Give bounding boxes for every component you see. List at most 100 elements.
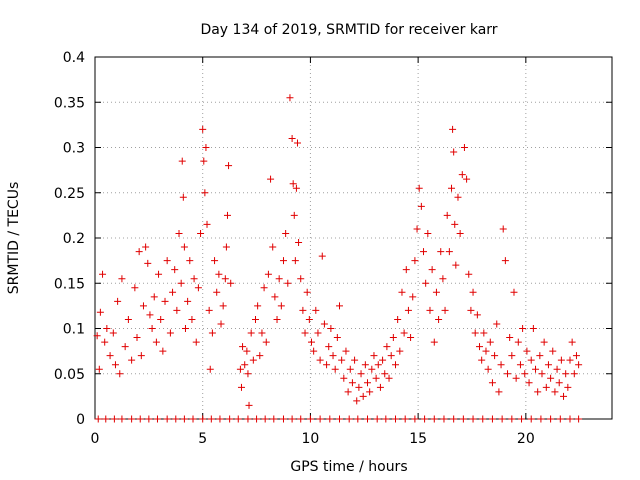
data-point (486, 338, 494, 346)
data-point (269, 243, 277, 251)
data-point (270, 415, 278, 423)
data-point (277, 302, 285, 310)
data-point (171, 266, 179, 274)
data-point (512, 374, 520, 382)
data-point (482, 347, 490, 355)
data-point (121, 343, 129, 351)
data-point (527, 415, 535, 423)
data-point (297, 275, 305, 283)
data-point (200, 157, 208, 165)
data-point (536, 352, 544, 360)
data-point (387, 352, 395, 360)
data-point (448, 184, 456, 192)
data-point (473, 311, 481, 319)
data-point (208, 329, 216, 337)
data-point (202, 144, 210, 151)
data-point (299, 306, 307, 314)
data-point (186, 257, 194, 265)
data-point (237, 383, 245, 391)
data-point (110, 415, 118, 423)
data-point (568, 338, 576, 346)
data-point (366, 388, 374, 396)
data-point (562, 370, 570, 378)
data-point (111, 361, 119, 369)
data-point (368, 365, 376, 373)
data-point (333, 334, 341, 342)
data-point (172, 415, 180, 423)
data-point (199, 125, 207, 133)
x-tick-label: 5 (198, 431, 207, 447)
data-point (451, 220, 459, 228)
data-point (251, 315, 259, 323)
data-point (575, 361, 583, 369)
data-point (424, 229, 432, 237)
data-point (199, 415, 207, 423)
data-point (203, 220, 211, 228)
data-point (264, 270, 272, 278)
data-point (205, 306, 213, 314)
data-point (497, 361, 505, 369)
data-point (284, 279, 292, 287)
data-point (504, 370, 512, 378)
data-point (373, 415, 381, 423)
data-point (355, 383, 363, 391)
data-point (501, 257, 509, 265)
data-point (547, 374, 555, 382)
data-point (236, 365, 244, 373)
data-point (495, 388, 503, 396)
data-point (458, 171, 466, 179)
data-point (404, 306, 412, 314)
data-point (109, 329, 117, 337)
data-point (465, 270, 473, 278)
data-point (426, 306, 434, 314)
data-point (295, 239, 303, 247)
data-point (303, 288, 311, 296)
data-point (118, 415, 126, 423)
data-point (102, 415, 110, 423)
data-point (379, 356, 387, 364)
data-point (180, 243, 188, 251)
data-point (493, 320, 501, 328)
data-point (421, 415, 429, 423)
data-point (430, 415, 438, 423)
data-point (128, 356, 136, 364)
x-axis-label: GPS time / hours (290, 459, 407, 475)
data-point (301, 329, 309, 337)
data-point (394, 315, 402, 323)
data-point (216, 415, 224, 423)
data-point (289, 180, 297, 188)
y-tick-label: 0.2 (63, 231, 85, 247)
data-point (572, 352, 580, 360)
data-point (440, 415, 448, 423)
data-point (145, 415, 153, 423)
data-point (163, 257, 171, 265)
data-point (488, 415, 496, 423)
data-point (566, 415, 574, 423)
data-point (159, 347, 167, 355)
data-point (207, 415, 215, 423)
data-point (306, 415, 314, 423)
data-point (463, 175, 471, 183)
data-point (364, 379, 372, 387)
data-point (323, 361, 331, 369)
data-point (316, 415, 324, 423)
data-point (420, 248, 428, 256)
data-point (163, 415, 171, 423)
data-point (169, 288, 177, 296)
data-point (288, 134, 296, 142)
data-point (335, 415, 343, 423)
data-point (155, 270, 163, 278)
data-point (118, 275, 126, 283)
data-point (221, 275, 229, 283)
data-point (173, 306, 181, 314)
data-point (288, 415, 296, 423)
data-point (188, 315, 196, 323)
data-point (432, 288, 440, 296)
data-point (385, 374, 393, 382)
data-point (417, 202, 425, 210)
data-point (297, 415, 305, 423)
data-point (401, 415, 409, 423)
data-point (316, 356, 324, 364)
data-point (398, 288, 406, 296)
